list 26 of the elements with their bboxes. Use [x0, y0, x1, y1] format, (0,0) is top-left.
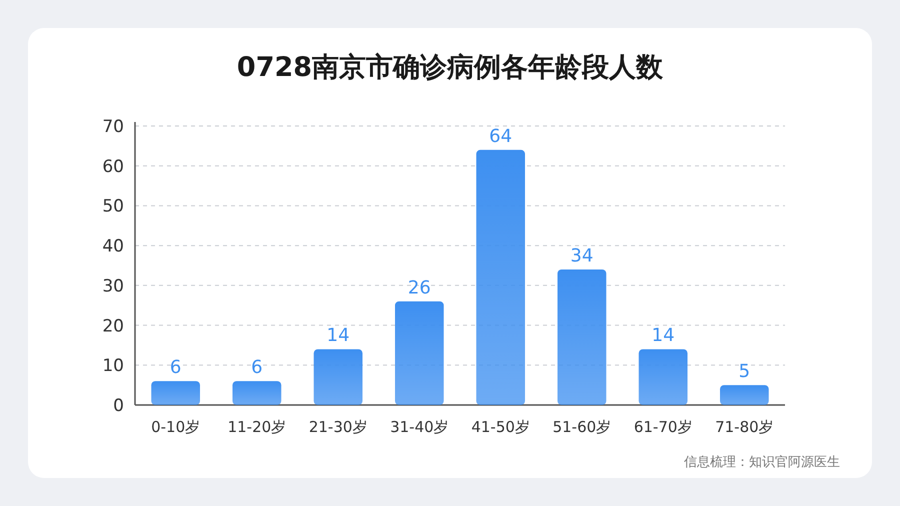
text: 信息梳理：知识官阿源医生 [684, 454, 840, 470]
chart-title: 0728南京市确诊病例各年龄段人数 [236, 52, 664, 83]
x-tick-label: 31-40岁 [390, 418, 449, 436]
data-label: 26 [408, 277, 431, 298]
x-tick-label: 41-50岁 [471, 418, 530, 436]
data-label: 14 [326, 325, 350, 346]
data-label: 6 [251, 357, 263, 378]
x-tick-label: 51-60岁 [552, 418, 612, 436]
data-label: 5 [738, 361, 750, 382]
x-tick-label: 71-80岁 [715, 418, 774, 436]
y-tick-label: 0 [113, 396, 124, 416]
x-tick-label: 61-70岁 [634, 418, 692, 436]
y-tick-label: 70 [102, 117, 124, 137]
data-label: 34 [570, 245, 594, 266]
x-tick-label: 11-20岁 [228, 418, 286, 436]
data-label: 6 [170, 357, 182, 378]
data-label: 14 [652, 325, 675, 346]
x-tick-label: 0-10岁 [151, 418, 200, 436]
y-tick-label: 30 [102, 276, 124, 296]
x-tick-label: 21-30岁 [308, 418, 368, 436]
y-tick-label: 50 [102, 196, 124, 217]
data-label: 64 [489, 126, 512, 147]
y-tick-label: 20 [102, 316, 124, 336]
y-tick-label: 10 [102, 356, 124, 376]
y-tick-label: 60 [102, 156, 124, 177]
y-tick-label: 40 [102, 236, 124, 257]
